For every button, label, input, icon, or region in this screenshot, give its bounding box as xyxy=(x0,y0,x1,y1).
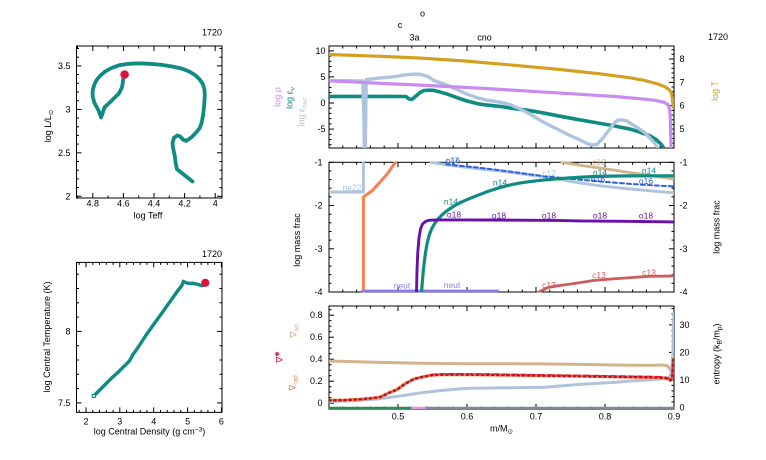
svg-text:-3: -3 xyxy=(680,244,688,254)
svg-text:6: 6 xyxy=(219,417,224,427)
svg-text:3.5: 3.5 xyxy=(58,61,71,71)
svg-text:7.5: 7.5 xyxy=(58,398,71,408)
svg-text:1720: 1720 xyxy=(708,32,728,42)
svg-text:3: 3 xyxy=(65,104,70,114)
svg-text:4.8: 4.8 xyxy=(87,199,100,209)
svg-text:10: 10 xyxy=(315,46,325,56)
svg-text:log mass frac: log mass frac xyxy=(712,200,722,254)
svg-text:0.5: 0.5 xyxy=(392,412,405,422)
svg-text:-5: -5 xyxy=(317,124,325,134)
svg-text:0.6: 0.6 xyxy=(310,332,323,342)
svg-text:4.6: 4.6 xyxy=(117,199,130,209)
svg-text:∇✱: ∇✱ xyxy=(274,351,285,364)
svg-text:8: 8 xyxy=(680,54,685,64)
svg-text:n14: n14 xyxy=(593,168,607,178)
svg-text:log Central Density (g cm−3): log Central Density (g cm−3) xyxy=(94,427,205,437)
svg-text:4.2: 4.2 xyxy=(178,199,191,209)
svg-text:0: 0 xyxy=(317,398,322,408)
svg-text:-2: -2 xyxy=(680,201,688,211)
svg-text:n14: n14 xyxy=(642,166,656,176)
svg-text:30: 30 xyxy=(680,320,690,330)
svg-text:c: c xyxy=(398,20,403,30)
svg-text:n14: n14 xyxy=(493,178,507,188)
svg-text:5: 5 xyxy=(185,417,190,427)
svg-text:neut: neut xyxy=(394,280,411,290)
svg-text:2.5: 2.5 xyxy=(58,148,71,158)
svg-text:4: 4 xyxy=(151,417,156,427)
svg-text:ne22: ne22 xyxy=(343,183,362,193)
svg-text:0.6: 0.6 xyxy=(461,412,474,422)
svg-text:n14: n14 xyxy=(444,197,458,207)
svg-text:20: 20 xyxy=(680,347,690,357)
svg-text:0.8: 0.8 xyxy=(599,412,612,422)
svg-text:-3: -3 xyxy=(314,244,322,254)
svg-text:c13: c13 xyxy=(592,270,606,280)
svg-text:6: 6 xyxy=(680,101,685,111)
svg-text:o18: o18 xyxy=(639,211,653,221)
svg-text:log Teff: log Teff xyxy=(134,211,163,221)
svg-text:log εν: log εν xyxy=(285,87,297,109)
svg-text:-4: -4 xyxy=(680,287,688,297)
svg-text:o: o xyxy=(420,9,425,19)
svg-text:0.2: 0.2 xyxy=(310,376,323,386)
svg-text:4.4: 4.4 xyxy=(148,199,161,209)
svg-text:-2: -2 xyxy=(314,201,322,211)
svg-text:c12: c12 xyxy=(592,157,606,167)
svg-text:0: 0 xyxy=(320,98,325,108)
svg-text:o16: o16 xyxy=(591,174,605,184)
svg-text:5: 5 xyxy=(680,124,685,134)
svg-text:-4: -4 xyxy=(314,287,322,297)
svg-text:cno: cno xyxy=(477,33,492,43)
svg-text:2: 2 xyxy=(83,417,88,427)
svg-text:log mass frac: log mass frac xyxy=(292,213,302,267)
svg-text:0.4: 0.4 xyxy=(310,354,323,364)
svg-text:log L/L⊙: log L/L⊙ xyxy=(43,109,55,142)
svg-text:-1: -1 xyxy=(680,157,688,167)
svg-text:o18: o18 xyxy=(492,211,506,221)
svg-text:1720: 1720 xyxy=(202,249,222,259)
svg-text:log Central Temperature (K): log Central Temperature (K) xyxy=(42,282,52,393)
svg-text:o18: o18 xyxy=(447,210,461,220)
svg-text:c13: c13 xyxy=(642,267,656,277)
svg-text:c12: c12 xyxy=(542,168,556,178)
svg-text:log T: log T xyxy=(710,81,720,101)
svg-text:o16: o16 xyxy=(639,176,653,186)
svg-text:o18: o18 xyxy=(593,211,607,221)
svg-text:5: 5 xyxy=(320,72,325,82)
svg-text:3: 3 xyxy=(117,417,122,427)
svg-text:0: 0 xyxy=(680,402,685,412)
svg-text:o18: o18 xyxy=(542,211,556,221)
svg-text:2: 2 xyxy=(65,191,70,201)
svg-text:0.7: 0.7 xyxy=(530,412,543,422)
svg-text:3a: 3a xyxy=(409,33,419,43)
svg-text:7: 7 xyxy=(680,77,685,87)
svg-text:neut: neut xyxy=(444,280,461,290)
svg-text:log ρ: log ρ xyxy=(273,87,283,107)
svg-text:entropy (kB/mp): entropy (kB/mp) xyxy=(712,324,724,385)
svg-text:-1: -1 xyxy=(314,157,322,167)
svg-text:o16: o16 xyxy=(446,156,460,166)
svg-text:0.8: 0.8 xyxy=(310,310,323,320)
svg-text:4: 4 xyxy=(213,199,218,209)
svg-text:10: 10 xyxy=(680,375,690,385)
svg-text:0.9: 0.9 xyxy=(668,412,681,422)
svg-text:8: 8 xyxy=(65,326,70,336)
svg-text:c12: c12 xyxy=(445,155,459,165)
svg-text:c13: c13 xyxy=(542,280,556,290)
svg-text:1720: 1720 xyxy=(202,28,222,38)
